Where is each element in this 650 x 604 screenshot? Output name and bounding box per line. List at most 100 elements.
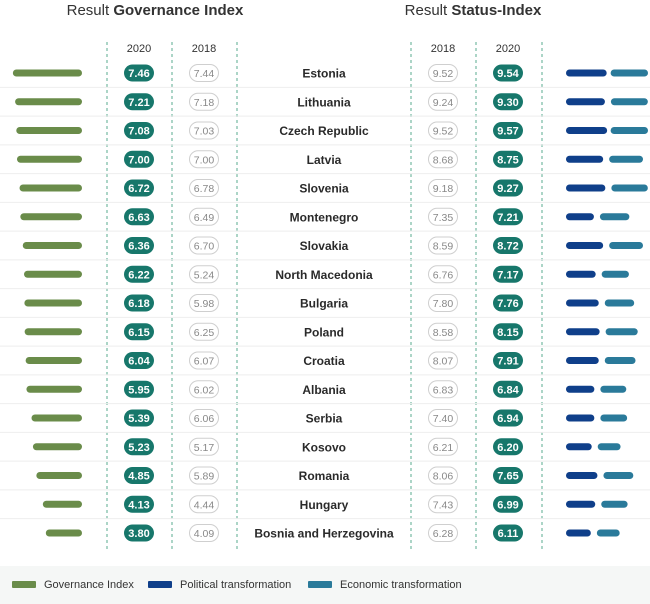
legend-swatch [12, 581, 36, 588]
governance-bar [20, 213, 82, 221]
governance-2020-value: 6.04 [128, 356, 150, 368]
governance-2020-value: 7.08 [128, 126, 149, 138]
legend-swatch [148, 581, 172, 588]
legend-swatch [308, 581, 332, 588]
governance-bar [24, 270, 82, 278]
status-2018-value: 9.18 [433, 183, 454, 195]
status-2018-pill [428, 179, 458, 197]
status-2020-pill [493, 64, 523, 82]
status-2018-value: 9.52 [433, 68, 454, 80]
governance-2020-pill [124, 208, 154, 226]
governance-2020-value: 6.63 [128, 212, 149, 224]
status-2020-value: 8.72 [497, 241, 518, 253]
governance-2020-value: 3.80 [128, 528, 149, 540]
governance-2018-pill [189, 466, 219, 485]
political-transformation-bar [566, 270, 596, 278]
economic-transformation-bar [596, 529, 620, 537]
status-2020-header: 2020 [496, 43, 520, 55]
status-2018-value: 6.76 [433, 269, 454, 281]
governance-bar [42, 500, 82, 508]
status-2018-pill [428, 150, 458, 169]
governance-2020-pill [124, 380, 154, 398]
status-2020-pill [493, 323, 523, 341]
status-2018-value: 7.40 [433, 413, 454, 425]
governance-bar [24, 299, 83, 307]
status-2018-value: 9.24 [433, 97, 454, 109]
status-2020-value: 6.20 [497, 442, 518, 454]
political-transformation-bar [566, 98, 605, 106]
economic-transformation-bar [604, 299, 635, 307]
status-2018-pill [428, 207, 458, 226]
table-row: 6.72 6.78 Slovenia 9.18 9.27 [0, 173, 650, 197]
governance-2018-value: 5.17 [194, 442, 215, 454]
status-2020-pill [493, 150, 523, 168]
status-2018-value: 8.68 [433, 154, 454, 166]
governance-bar [24, 328, 82, 336]
country-name: Montenegro [290, 210, 359, 224]
governance-2020-pill [124, 265, 154, 283]
status-title: Result Status-Index [405, 2, 542, 19]
country-name: Latvia [307, 153, 342, 167]
governance-2018-value: 4.44 [194, 499, 215, 511]
status-2020-value: 8.15 [497, 327, 518, 339]
status-2020-pill [493, 524, 523, 542]
status-2020-pill [493, 93, 523, 111]
legend-label: Political transformation [180, 579, 291, 591]
economic-transformation-bar [604, 357, 636, 364]
governance-2020-value: 4.13 [128, 499, 149, 511]
table-row: 6.36 6.70 Slovakia 8.59 8.72 [0, 230, 650, 255]
table-row: 6.04 6.07 Croatia 8.07 7.91 [0, 345, 650, 370]
governance-2020-pill [124, 352, 154, 369]
legend: Governance Index Political transformation… [0, 566, 650, 604]
political-transformation-bar [566, 443, 592, 451]
table-row: 4.13 4.44 Hungary 7.43 6.99 [0, 489, 650, 514]
governance-2020-pill [124, 467, 154, 484]
status-2018-pill [428, 380, 458, 399]
status-2018-pill [428, 265, 458, 284]
legend-label: Governance Index [44, 579, 134, 591]
governance-bar [16, 127, 83, 134]
table-row: 6.63 6.49 Montenegro 7.35 7.21 [0, 201, 650, 226]
governance-2018-pill [189, 64, 219, 82]
governance-2018-pill [189, 409, 219, 427]
governance-2018-pill [189, 380, 219, 399]
country-name: Serbia [306, 412, 343, 426]
table-row: 7.00 7.00 Latvia 8.68 8.75 [0, 144, 650, 169]
economic-transformation-bar [605, 328, 638, 336]
economic-transformation-bar [597, 443, 621, 451]
status-2018-value: 8.59 [433, 241, 454, 253]
political-transformation-bar [566, 127, 608, 134]
country-name: Kosovo [302, 440, 346, 454]
governance-title: Result Governance Index [67, 2, 244, 19]
political-transformation-bar [566, 414, 595, 422]
governance-2018-value: 6.06 [194, 413, 215, 425]
status-2020-value: 7.76 [497, 298, 518, 310]
status-2018-pill [428, 351, 458, 370]
governance-2020-pill [124, 122, 154, 139]
economic-transformation-bar [611, 184, 648, 192]
governance-2018-value: 6.02 [194, 384, 215, 396]
political-transformation-bar [566, 328, 600, 336]
governance-2020-value: 6.15 [128, 327, 149, 339]
status-2020-value: 9.27 [497, 183, 518, 195]
status-2020-pill [493, 237, 523, 254]
status-2018-value: 6.28 [433, 528, 454, 540]
political-transformation-bar [566, 299, 599, 307]
political-transformation-bar [566, 69, 607, 77]
table-row: 4.85 5.89 Romania 8.06 7.65 [0, 460, 650, 485]
economic-transformation-bar [610, 127, 648, 134]
status-2020-pill [493, 409, 523, 427]
political-transformation-bar [566, 184, 606, 192]
governance-2018-value: 6.78 [194, 183, 215, 195]
status-2020-pill [493, 495, 523, 513]
table-row: 7.08 7.03 Czech Republic 9.52 9.57 [0, 115, 650, 140]
governance-2018-pill [189, 294, 219, 312]
country-rows: 7.46 7.44 Estonia 9.52 9.54 7.21 7.18 Lithuania… [0, 64, 650, 542]
status-2020-value: 9.54 [497, 68, 519, 80]
legend-item: Governance Index [12, 579, 134, 591]
status-2018-pill [428, 466, 458, 485]
governance-bar [12, 69, 82, 77]
column-dividers [106, 42, 543, 550]
